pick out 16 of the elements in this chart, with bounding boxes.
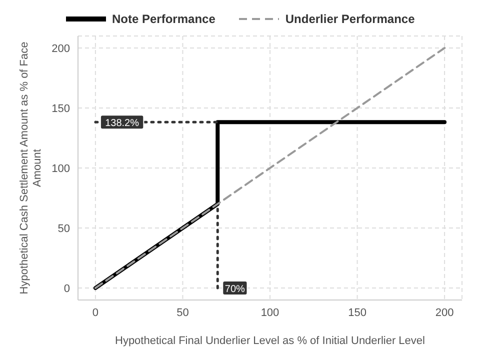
y-tick-label: 150 (52, 102, 70, 115)
legend-label: Underlier Performance (285, 12, 415, 26)
y-tick-label: 100 (52, 162, 70, 175)
x-tick-label: 200 (435, 306, 454, 319)
y-tick-label: 200 (52, 42, 70, 55)
x-axis-title: Hypothetical Final Underlier Level as % of Initial Underlier Level (115, 335, 425, 347)
y-axis-title: Hypothetical Cash Settlement Amount as % of Face Amount (18, 42, 44, 294)
y-tick-label: 0 (64, 282, 70, 295)
legend-label: Note Performance (112, 12, 216, 26)
x-tick-label: 150 (348, 306, 366, 319)
x-tick-label: 50 (176, 306, 189, 319)
annotation: 138.2% (105, 118, 140, 130)
x-tick-label: 100 (260, 306, 280, 319)
annotation: 70% (224, 284, 246, 295)
y-tick-label: 50 (58, 222, 70, 235)
x-tick-label: 0 (92, 306, 99, 319)
